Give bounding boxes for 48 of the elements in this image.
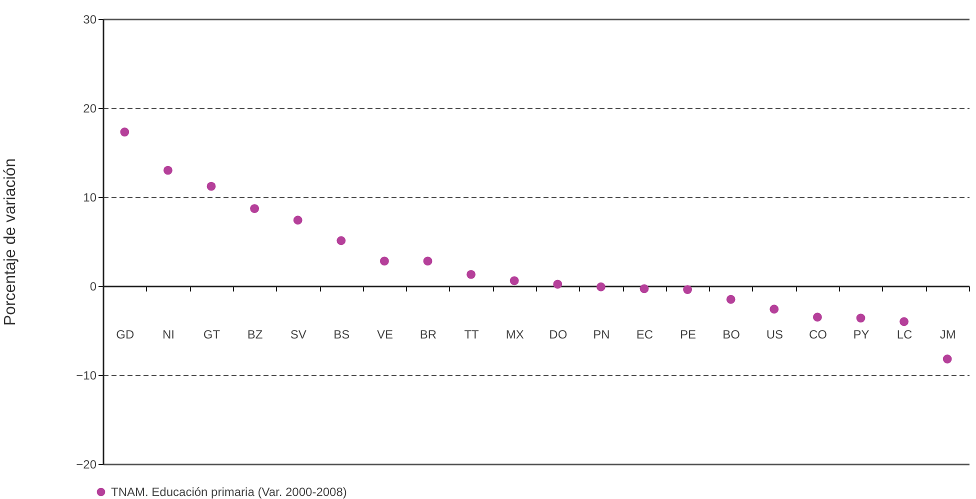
point xyxy=(856,314,866,323)
x-tick-label: PY xyxy=(853,328,870,342)
y-tick-label: 20 xyxy=(83,102,97,116)
y-axis-title: Porcentaje de variación xyxy=(2,158,20,326)
point xyxy=(423,256,432,266)
x-tick-label: GT xyxy=(203,328,221,342)
x-tick-label: BR xyxy=(420,328,437,342)
y-tick-label: 30 xyxy=(83,12,97,26)
point xyxy=(770,304,779,314)
x-tick-label: PE xyxy=(680,328,696,342)
point xyxy=(942,354,952,364)
point xyxy=(683,285,692,294)
y-tick-label: −10 xyxy=(76,368,97,382)
x-tick-label: NI xyxy=(162,328,174,342)
x-tick-label: BZ xyxy=(247,328,263,342)
x-tick-label: DO xyxy=(549,328,568,342)
point xyxy=(900,317,909,326)
point xyxy=(553,280,562,289)
x-tick-label: PN xyxy=(593,328,610,342)
y-tick-label: 0 xyxy=(90,280,97,294)
x-tick-label: LC xyxy=(896,328,913,342)
y-tick-label: −20 xyxy=(76,458,97,472)
point xyxy=(466,270,476,279)
x-tick-label: GD xyxy=(116,328,134,342)
x-tick-label: VE xyxy=(376,328,393,342)
x-tick-label: JM xyxy=(940,328,956,342)
legend-label: TNAM. Educación primaria (Var. 2000-2008) xyxy=(111,485,347,499)
y-tick-label: 10 xyxy=(83,190,97,204)
point xyxy=(726,294,736,304)
point xyxy=(336,236,346,246)
point xyxy=(380,256,389,266)
point xyxy=(120,128,130,136)
x-tick-label: BO xyxy=(722,328,740,342)
x-tick-label: MX xyxy=(506,328,524,342)
point xyxy=(510,276,519,286)
point xyxy=(206,182,216,191)
point xyxy=(812,312,822,322)
point xyxy=(163,166,172,175)
x-tick-label: TT xyxy=(464,328,480,342)
point xyxy=(596,282,606,292)
x-tick-label: EC xyxy=(636,328,654,342)
x-tick-label: US xyxy=(766,328,783,342)
point xyxy=(293,216,302,225)
point xyxy=(250,204,260,214)
x-tick-label: BS xyxy=(334,328,350,342)
point xyxy=(640,284,649,294)
x-tick-label: CO xyxy=(808,328,827,342)
x-tick-label: SV xyxy=(290,328,306,342)
